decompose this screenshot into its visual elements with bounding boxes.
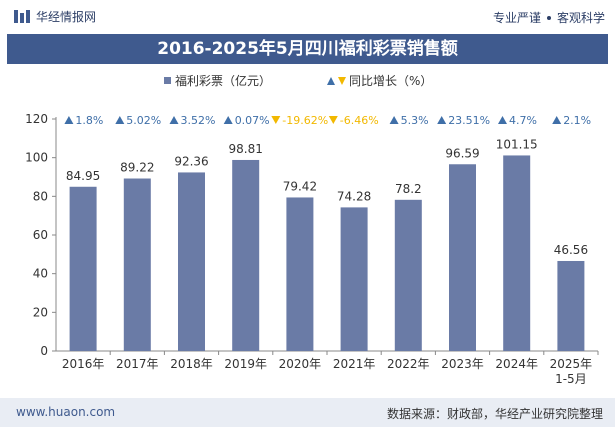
growth-down-triangle-icon (271, 116, 281, 124)
y-tick-label: 40 (33, 267, 48, 281)
y-tick-label: 80 (33, 189, 48, 203)
y-tick-label: 0 (40, 344, 48, 358)
bar-value-label: 96.59 (445, 146, 479, 160)
bar-value-label: 74.28 (337, 189, 371, 203)
x-tick-label: 2020年 (279, 357, 322, 371)
separator-dot-icon (546, 15, 551, 20)
growth-rate-label: 3.52% (181, 114, 216, 127)
growth-up-triangle-icon (437, 116, 447, 124)
growth-up-triangle-icon (389, 116, 399, 124)
bar (178, 172, 205, 351)
footer-bar: www.huaon.com 数据来源：财政部，华经产业研究院整理 (0, 398, 615, 427)
bar (449, 164, 476, 351)
growth-rate-label: 23.51% (448, 114, 490, 127)
growth-up-triangle-icon (498, 116, 507, 124)
x-tick-label: 2025年 (550, 357, 593, 371)
x-tick-label: 2021年 (333, 357, 376, 371)
bar (69, 186, 97, 351)
legend-label-sales: 福利彩票（亿元） (175, 73, 271, 88)
bar-value-label: 89.22 (120, 161, 154, 175)
bar (394, 199, 422, 351)
growth-rate-label: 4.7% (509, 114, 537, 127)
legend-up-triangle-icon (327, 77, 335, 85)
legend-label-growth: 同比增长（%） (349, 74, 432, 88)
brand: 华经情报网 (14, 8, 96, 25)
x-tick-label: 2019年 (224, 357, 267, 371)
y-tick-label: 60 (33, 228, 48, 242)
bar (503, 155, 531, 351)
brand-name: 华经情报网 (36, 10, 97, 24)
bar (232, 159, 260, 351)
bar (340, 207, 368, 351)
growth-up-triangle-icon (64, 116, 74, 124)
x-tick-label: 2018年 (170, 357, 213, 371)
legend-down-triangle-icon (338, 77, 346, 85)
y-tick-label: 120 (25, 112, 48, 126)
growth-up-triangle-icon (169, 116, 179, 124)
bar (286, 197, 314, 351)
huajing-logo-icon (14, 10, 30, 23)
bar (123, 178, 151, 351)
bar-value-label: 92.36 (174, 154, 208, 168)
bar-value-label: 46.56 (554, 243, 588, 257)
data-source: 数据来源：财政部，华经产业研究院整理 (386, 407, 603, 421)
tagline-right: 客观科学 (556, 11, 605, 25)
bar-value-label: 98.81 (229, 142, 263, 156)
growth-up-triangle-icon (552, 116, 562, 124)
growth-rate-label: 2.1% (563, 114, 591, 127)
x-tick-label: 2022年 (387, 357, 430, 371)
growth-up-triangle-icon (115, 116, 125, 124)
bar-chart: 福利彩票（亿元） 同比增长（%） 0 20 40 60 80 100 120 84.95 2016年… (25, 73, 599, 386)
bar-value-label: 84.95 (66, 169, 100, 183)
growth-rate-label: 1.8% (75, 114, 103, 127)
chart-title: 2016-2025年5月四川福利彩票销售额 (157, 39, 458, 59)
bar (557, 260, 585, 351)
x-tick-label: 2023年 (441, 357, 484, 371)
growth-rate-label: -6.46% (340, 114, 379, 127)
growth-rate-label: -19.62% (282, 114, 328, 127)
x-tick-label: 2017年 (116, 357, 159, 371)
growth-down-triangle-icon (328, 116, 338, 124)
x-tick-label: 2016年 (62, 357, 105, 371)
growth-rate-label: 5.02% (126, 114, 161, 127)
y-tick-label: 20 (33, 305, 48, 319)
tagline-left: 专业严谨 (492, 11, 541, 25)
x-tick-label: 1-5月 (555, 372, 587, 386)
y-tick-label: 100 (25, 151, 48, 165)
growth-rate-label: 5.3% (401, 114, 429, 127)
x-tick-label: 2024年 (495, 357, 538, 371)
website-link[interactable]: www.huaon.com (16, 405, 116, 419)
growth-up-triangle-icon (223, 116, 233, 124)
top-bar: 华经情报网 专业严谨 客观科学 (0, 0, 615, 34)
bar-value-label: 79.42 (283, 179, 317, 193)
bar-value-label: 101.15 (496, 137, 538, 151)
legend-bar-swatch (164, 77, 171, 84)
growth-rate-label: 0.07% (235, 114, 270, 127)
tagline: 专业严谨 客观科学 (493, 9, 605, 26)
title-bar: 2016-2025年5月四川福利彩票销售额 (7, 34, 608, 64)
bar-value-label: 78.2 (395, 182, 422, 196)
